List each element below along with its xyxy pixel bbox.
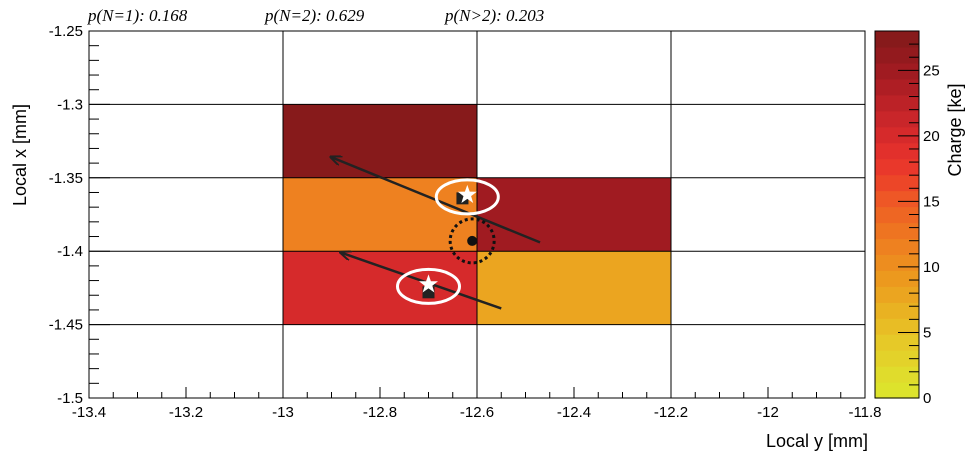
prob-n2-label: p(N=2): 0.629 — [264, 6, 365, 25]
charge-cell-4 — [477, 251, 671, 325]
prob-n1-label: p(N=1): 0.168 — [87, 6, 188, 25]
colorbar-band-12 — [875, 190, 919, 208]
colorbar-band-1 — [875, 366, 919, 383]
y-tick-label-2: -1.4 — [57, 243, 83, 260]
true-star-1 — [419, 274, 438, 293]
colorbar-band-15 — [875, 142, 919, 160]
y-axis: -1.5 -1.45 -1.4 -1.35 -1.3 -1.25 — [49, 23, 110, 407]
pixel-grid — [89, 31, 865, 398]
z-tick-label-5: 25 — [923, 62, 940, 79]
z-tick-label-1: 5 — [923, 324, 931, 341]
colorbar-band-7 — [875, 270, 919, 287]
z-tick-label-2: 10 — [923, 259, 940, 276]
cluster-center-ring — [448, 217, 496, 265]
colorbar-band-8 — [875, 254, 919, 271]
x-tick-label-1: -13.2 — [169, 404, 203, 421]
x-tick-label-2: -13 — [272, 404, 294, 421]
track-ellipse-1 — [396, 267, 461, 305]
y-tick-label-5: -1.25 — [49, 23, 83, 40]
colorbar-band-11 — [875, 206, 919, 224]
prob-n3plus-label: p(N>2): 0.203 — [444, 6, 544, 25]
x-tick-label-7: -12 — [757, 404, 779, 421]
z-tick-label-0: 0 — [923, 390, 931, 407]
y-axis-title: Local x [mm] — [10, 104, 30, 206]
colorbar-band-3 — [875, 334, 919, 351]
y-tick-label-0: -1.5 — [57, 390, 83, 407]
colorbar-band-13 — [875, 174, 919, 192]
y-tick-label-4: -1.3 — [57, 96, 83, 113]
colorbar-band-17 — [875, 110, 919, 128]
colorbar-band-4 — [875, 318, 919, 335]
charge-cell-1 — [283, 177, 477, 252]
colorbar-band-19 — [875, 78, 919, 96]
colorbar-band-2 — [875, 350, 919, 367]
charge-cells — [283, 104, 671, 325]
track-ellipse-0 — [434, 178, 500, 216]
x-axis-title: Local y [mm] — [766, 431, 868, 451]
x-tick-label-5: -12.4 — [557, 404, 591, 421]
x-tick-label-4: -12.6 — [460, 404, 494, 421]
z-tick-label-3: 15 — [923, 193, 940, 210]
track-arrow-1 — [341, 253, 502, 310]
y-tick-label-1: -1.45 — [49, 317, 83, 334]
colorbar-band-22 — [875, 31, 919, 48]
true-star-0 — [457, 184, 477, 203]
x-axis: -13.4 -13.2 -13 -12.8 -12.6 -12.4 -12.2 -12 -11.… — [72, 387, 882, 421]
charge-cell-0 — [283, 104, 477, 178]
colorbar-band-6 — [875, 286, 919, 303]
charge-cell-3 — [283, 251, 477, 325]
track-overlays — [332, 157, 541, 310]
x-tick-label-6: -12.2 — [654, 404, 688, 421]
x-tick-label-3: -12.8 — [363, 404, 397, 421]
cluster-center-dot — [467, 235, 478, 246]
y-tick-label-3: -1.35 — [49, 170, 83, 187]
colorbar-band-14 — [875, 158, 919, 176]
colorbar-band-20 — [875, 62, 919, 80]
x-tick-label-0: -13.4 — [72, 404, 106, 421]
colorbar-band-9 — [875, 238, 919, 255]
charge-cell-2 — [477, 177, 671, 252]
colorbar-band-18 — [875, 94, 919, 112]
colorbar-band-10 — [875, 222, 919, 240]
x-tick-label-8: -11.8 — [848, 404, 881, 421]
z-tick-label-4: 20 — [923, 128, 940, 145]
colorbar-band-5 — [875, 302, 919, 319]
colorbar-band-0 — [875, 382, 919, 399]
colorbar-band-21 — [875, 46, 919, 64]
colorbar: 0 5 10 15 20 25 — [874, 30, 940, 407]
z-axis-title: Charge [ke] — [945, 83, 965, 176]
colorbar-band-16 — [875, 126, 919, 144]
